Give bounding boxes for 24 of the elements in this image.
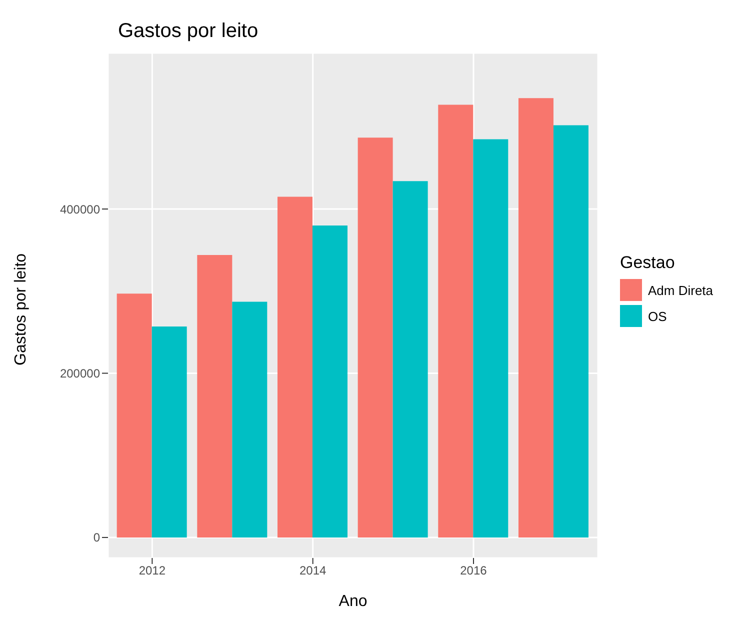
bar <box>438 104 474 538</box>
bar <box>152 326 187 538</box>
y-axis-title: Gastos por leito <box>12 253 30 366</box>
x-tick-label: 2012 <box>138 564 166 578</box>
chart-title: Gastos por leito <box>118 20 258 43</box>
legend-label: Adm Direta <box>648 282 714 298</box>
bar <box>358 138 393 538</box>
bar <box>116 294 152 538</box>
bar <box>392 181 428 538</box>
bar <box>553 125 588 538</box>
bar <box>277 196 312 538</box>
bar <box>518 98 554 538</box>
legend-title: Gestao <box>620 253 676 273</box>
bar <box>197 255 232 538</box>
y-tick-label: 200000 <box>60 366 100 381</box>
y-tick-label: 400000 <box>60 202 100 216</box>
y-tick-label: 0 <box>93 530 100 545</box>
x-tick-label: 2016 <box>460 564 488 578</box>
bar <box>473 139 508 538</box>
x-tick-label: 2014 <box>299 564 327 578</box>
bar <box>312 225 348 538</box>
legend-label: OS <box>648 308 667 324</box>
bar <box>232 302 268 538</box>
x-axis-title: Ano <box>338 593 368 610</box>
